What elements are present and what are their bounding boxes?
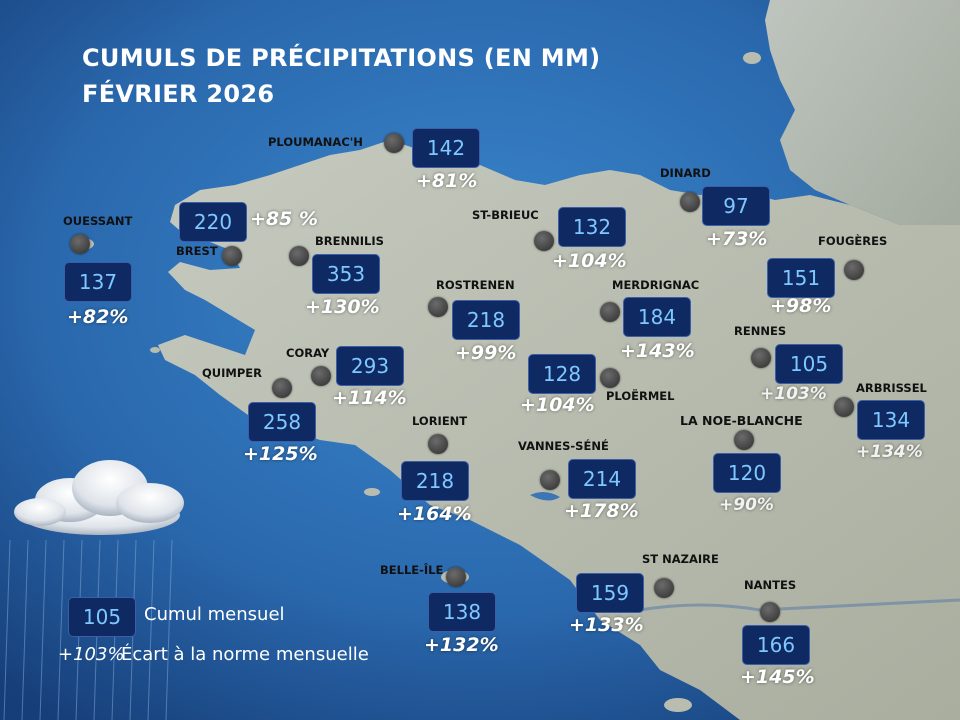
station-label-noe-blanche: LA NOE-BLANCHE	[680, 413, 803, 428]
station-label-brest: BREST	[176, 244, 218, 258]
ecart-arbrissel: +134%	[856, 442, 923, 462]
legend-ecart-label: Écart à la norme mensuelle	[121, 644, 369, 665]
ecart-coray: +114%	[332, 387, 407, 409]
ecart-merdrignac: +143%	[620, 340, 695, 362]
station-marker-ouessant	[70, 234, 90, 254]
cumul-box-belle-ile: 138	[428, 592, 496, 632]
cumul-box-coray: 293	[336, 346, 404, 386]
station-label-ploumanach: PLOUMANAC'H	[268, 135, 363, 149]
station-marker-noe-blanche	[734, 430, 754, 450]
station-label-belle-ile: BELLE-ÎLE	[380, 563, 444, 577]
station-label-lorient: LORIENT	[412, 414, 468, 428]
land-ile-de-groix	[364, 488, 380, 496]
station-marker-nantes	[760, 602, 780, 622]
cumul-box-ouessant: 137	[64, 262, 132, 302]
ecart-rostrenen: +99%	[455, 342, 517, 364]
station-label-merdrignac: MERDRIGNAC	[612, 278, 700, 292]
station-label-brennilis: BRENNILIS	[315, 234, 384, 248]
gulf-morbihan	[530, 491, 560, 501]
land-sein	[150, 347, 160, 353]
land-noirmoutier	[664, 698, 692, 712]
ecart-noe-blanche: +90%	[719, 495, 774, 515]
ecart-brest: +85 %	[250, 208, 319, 230]
station-label-dinard: DINARD	[660, 166, 711, 180]
ecart-rennes: +103%	[760, 384, 827, 404]
station-marker-fougeres	[844, 260, 864, 280]
legend-sample-box: 105	[68, 597, 136, 637]
land-normandy	[765, 0, 960, 235]
legend-cumul-label: Cumul mensuel	[144, 604, 285, 625]
cumul-box-fougeres: 151	[767, 258, 835, 298]
cumul-box-brest: 220	[179, 202, 247, 242]
station-marker-coray	[311, 366, 331, 386]
cumul-box-dinard: 97	[702, 186, 770, 226]
station-marker-rennes	[751, 348, 771, 368]
station-label-quimper: QUIMPER	[202, 366, 262, 380]
station-marker-rostrenen	[428, 297, 448, 317]
cumul-box-st-nazaire: 159	[576, 573, 644, 613]
station-label-st-brieuc: ST-BRIEUC	[472, 208, 539, 222]
ecart-ploumanach: +81%	[416, 170, 478, 192]
station-label-vannes-sene: VANNES-SÉNÉ	[518, 439, 609, 453]
station-marker-belle-ile	[446, 567, 466, 587]
station-marker-ploumanach	[384, 133, 404, 153]
station-label-arbrissel: ARBRISSEL	[856, 381, 927, 395]
map-subtitle: FÉVRIER 2026	[82, 80, 275, 108]
legend-sample-ecart: +103%	[58, 644, 125, 665]
station-label-nantes: NANTES	[744, 578, 797, 592]
ecart-fougeres: +98%	[770, 295, 832, 317]
ecart-st-brieuc: +104%	[552, 250, 627, 272]
station-marker-ploermel	[600, 368, 620, 388]
ecart-brennilis: +130%	[305, 296, 380, 318]
land-jersey	[743, 52, 761, 64]
map-title: CUMULS DE PRÉCIPITATIONS (EN MM)	[82, 44, 601, 72]
cumul-box-rostrenen: 218	[452, 300, 520, 340]
station-label-coray: CORAY	[286, 346, 330, 360]
station-marker-dinard	[680, 192, 700, 212]
cumul-box-merdrignac: 184	[623, 297, 691, 337]
station-label-ploermel: PLOËRMEL	[606, 389, 675, 403]
station-marker-merdrignac	[600, 302, 620, 322]
station-label-ouessant: OUESSANT	[63, 214, 133, 228]
ecart-ouessant: +82%	[67, 306, 129, 328]
loire-estuary	[639, 598, 960, 612]
cumul-box-lorient: 218	[401, 461, 469, 501]
station-marker-lorient	[428, 434, 448, 454]
station-label-rostrenen: ROSTRENEN	[436, 278, 515, 292]
cumul-box-ploumanach: 142	[412, 128, 480, 168]
cumul-box-brennilis: 353	[312, 254, 380, 294]
cumul-box-quimper: 258	[248, 402, 316, 442]
ecart-nantes: +145%	[740, 666, 815, 688]
station-marker-st-nazaire	[654, 578, 674, 598]
cumul-box-nantes: 166	[742, 625, 810, 665]
cumul-box-st-brieuc: 132	[558, 207, 626, 247]
rain-cloud-icon	[3, 460, 184, 720]
cumul-box-rennes: 105	[775, 344, 843, 384]
ecart-quimper: +125%	[243, 443, 318, 465]
station-marker-arbrissel	[834, 397, 854, 417]
ecart-vannes-sene: +178%	[564, 500, 639, 522]
cumul-box-arbrissel: 134	[857, 400, 925, 440]
station-label-rennes: RENNES	[734, 324, 787, 338]
ecart-belle-ile: +132%	[424, 634, 499, 656]
ecart-st-nazaire: +133%	[569, 614, 644, 636]
ecart-ploermel: +104%	[520, 394, 595, 416]
station-marker-vannes-sene	[540, 470, 560, 490]
cumul-box-vannes-sene: 214	[568, 459, 636, 499]
station-marker-quimper	[272, 378, 292, 398]
ecart-dinard: +73%	[706, 228, 768, 250]
station-marker-brest	[222, 246, 242, 266]
station-marker-brennilis	[289, 246, 309, 266]
cumul-box-noe-blanche: 120	[713, 453, 781, 493]
station-marker-st-brieuc	[534, 231, 554, 251]
station-label-fougeres: FOUGÈRES	[818, 234, 888, 248]
station-label-st-nazaire: ST NAZAIRE	[642, 552, 719, 566]
cumul-box-ploermel: 128	[528, 354, 596, 394]
ecart-lorient: +164%	[397, 503, 472, 525]
